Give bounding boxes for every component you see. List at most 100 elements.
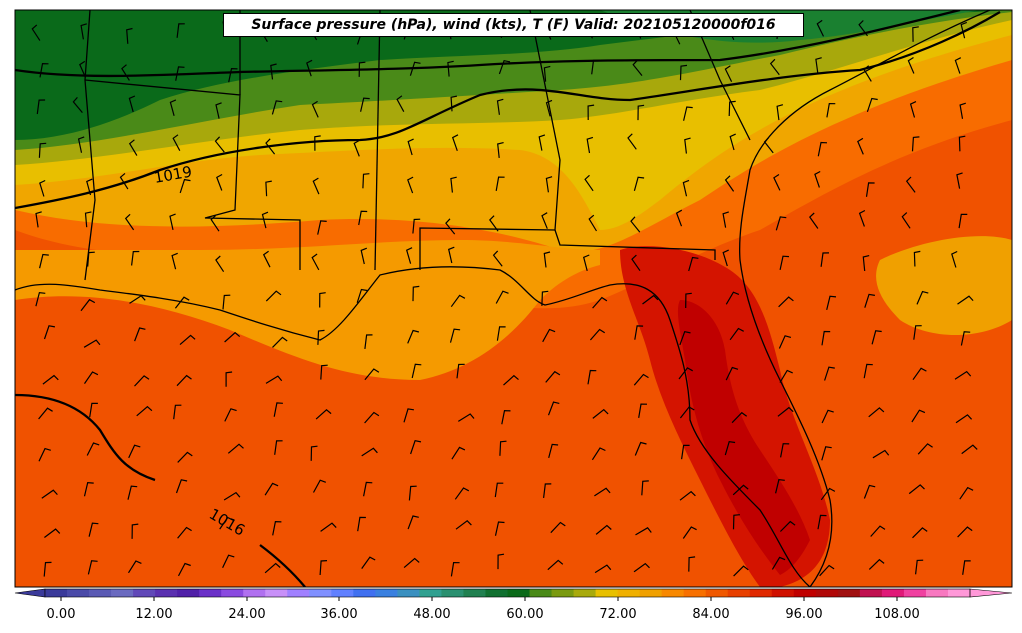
wind-barb (396, 95, 405, 112)
colorbar-swatch (221, 589, 244, 597)
wind-barb (219, 516, 234, 530)
wind-barb (819, 564, 835, 577)
wind-barb (449, 328, 461, 343)
wind-barb (171, 252, 178, 270)
wind-barb (911, 136, 920, 152)
wind-barb (84, 211, 92, 228)
wind-barb (635, 527, 652, 536)
colorbar-swatch (947, 589, 971, 597)
wind-barb (121, 64, 130, 81)
wind-barb (817, 141, 828, 157)
colorbar-tick-label: 72.00 (599, 607, 637, 622)
colorbar-tick-label: 96.00 (785, 607, 823, 622)
wind-barb (358, 61, 366, 77)
wind-barb (724, 65, 733, 82)
wind-barb (320, 364, 328, 380)
wind-barb (412, 285, 420, 302)
wind-barb (264, 482, 279, 496)
wind-barb (541, 212, 548, 229)
wind-barb (780, 443, 790, 458)
wind-barb (685, 292, 692, 309)
gulf-coastline (15, 266, 811, 587)
colorbar-swatch (639, 589, 663, 597)
temperature-field (15, 10, 1012, 587)
wind-barb (43, 561, 52, 577)
florida-east-coast (739, 10, 991, 587)
wind-barb (679, 406, 695, 419)
wind-barb (127, 560, 142, 574)
wind-barb (915, 559, 924, 575)
wind-barb (274, 440, 283, 455)
wind-barb (265, 138, 276, 155)
wind-barb (489, 215, 499, 232)
wind-barb (77, 136, 85, 153)
wind-barb (405, 247, 413, 264)
wind-barb (43, 325, 56, 340)
wind-barb (89, 402, 98, 418)
coastlines (15, 10, 991, 587)
wind-barb (497, 553, 505, 570)
wind-barb (916, 290, 929, 305)
wind-barb (550, 521, 566, 534)
wind-barb (127, 485, 138, 500)
wind-barb (173, 404, 182, 420)
wind-barb (172, 134, 181, 151)
wind-barb (545, 370, 561, 383)
wind-barb (857, 137, 864, 155)
wind-barb (84, 371, 99, 384)
wind-barb (688, 556, 696, 572)
wind-barb (951, 250, 958, 268)
wind-barb (582, 254, 590, 272)
isobar-1016 (15, 393, 156, 482)
wind-barb (447, 60, 454, 77)
wind-barb (179, 334, 196, 346)
wind-barb (310, 445, 318, 461)
wind-barb (729, 133, 736, 151)
wind-barb (820, 252, 830, 267)
wind-barb (955, 414, 973, 424)
wind-barb (358, 210, 368, 226)
wind-barb (630, 216, 641, 233)
wind-barb (826, 102, 836, 118)
wind-barb (410, 440, 422, 455)
wind-barb (814, 170, 821, 188)
wind-barb (820, 487, 836, 501)
wind-barb (776, 104, 784, 121)
wind-barb (222, 294, 231, 310)
wind-barb (547, 401, 560, 416)
wind-barb (821, 330, 831, 346)
colorbar-swatch (903, 589, 927, 597)
colorbar-swatch (771, 589, 795, 597)
wind-barb (641, 480, 649, 496)
colorbar-tick-label: 12.00 (135, 607, 173, 622)
state-border-6 (554, 229, 716, 260)
wind-barb (911, 409, 926, 423)
wind-barb (912, 367, 927, 381)
wind-barb (39, 253, 49, 269)
colorbar-swatch (67, 589, 90, 597)
wind-barb (957, 526, 973, 538)
wind-barb (779, 255, 790, 271)
wind-barb (83, 339, 101, 348)
wind-barb (683, 106, 693, 121)
wind-barb (722, 211, 729, 228)
wind-barb (364, 368, 380, 381)
wind-barb (816, 19, 825, 37)
colorbar-swatch (551, 589, 575, 597)
wind-barb (273, 402, 283, 417)
wind-barb (364, 334, 373, 349)
colorbar-swatch (507, 589, 531, 597)
wind-barb (177, 451, 193, 463)
wind-barb (681, 444, 690, 460)
colorbar-swatch (111, 589, 134, 597)
colorbar-swatch (89, 589, 112, 597)
wind-barb (958, 213, 968, 229)
wind-barb (498, 60, 511, 75)
wind-barb (495, 176, 505, 192)
wind-barb (779, 520, 796, 532)
wind-barb (176, 23, 185, 38)
wind-barb (959, 102, 966, 119)
wind-barb (631, 254, 641, 272)
colorbar-swatch (463, 589, 486, 597)
wind-barb (724, 175, 735, 192)
